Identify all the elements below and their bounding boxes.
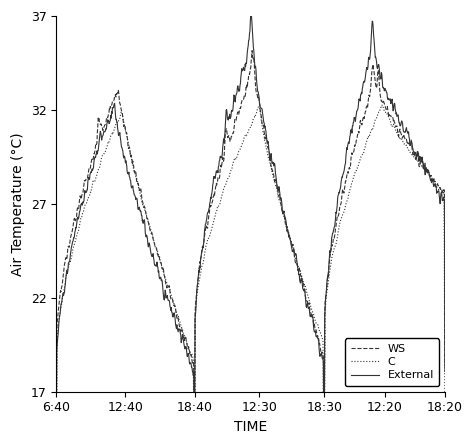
WS [249, 48, 255, 53]
C [390, 123, 395, 129]
C [220, 190, 226, 196]
Line: WS: WS [56, 51, 445, 445]
WS [442, 364, 448, 369]
External [331, 227, 337, 232]
External [220, 145, 226, 150]
External [96, 144, 101, 149]
WS [390, 114, 395, 120]
C [96, 166, 101, 171]
External [347, 134, 353, 139]
C [346, 189, 352, 194]
C [442, 399, 448, 404]
X-axis label: TIME: TIME [234, 420, 267, 434]
External [248, 10, 254, 16]
WS [155, 251, 160, 257]
WS [331, 236, 337, 241]
External [155, 264, 160, 269]
Line: External: External [56, 13, 445, 445]
WS [96, 117, 101, 122]
WS [347, 166, 353, 171]
C [155, 249, 160, 254]
Legend: WS, C, External: WS, C, External [345, 338, 439, 386]
C [330, 249, 336, 254]
External [390, 103, 395, 109]
WS [220, 155, 226, 160]
Line: C: C [56, 105, 445, 445]
External [442, 369, 448, 374]
C [379, 102, 385, 108]
Y-axis label: Air Temperature (°C): Air Temperature (°C) [11, 132, 25, 275]
